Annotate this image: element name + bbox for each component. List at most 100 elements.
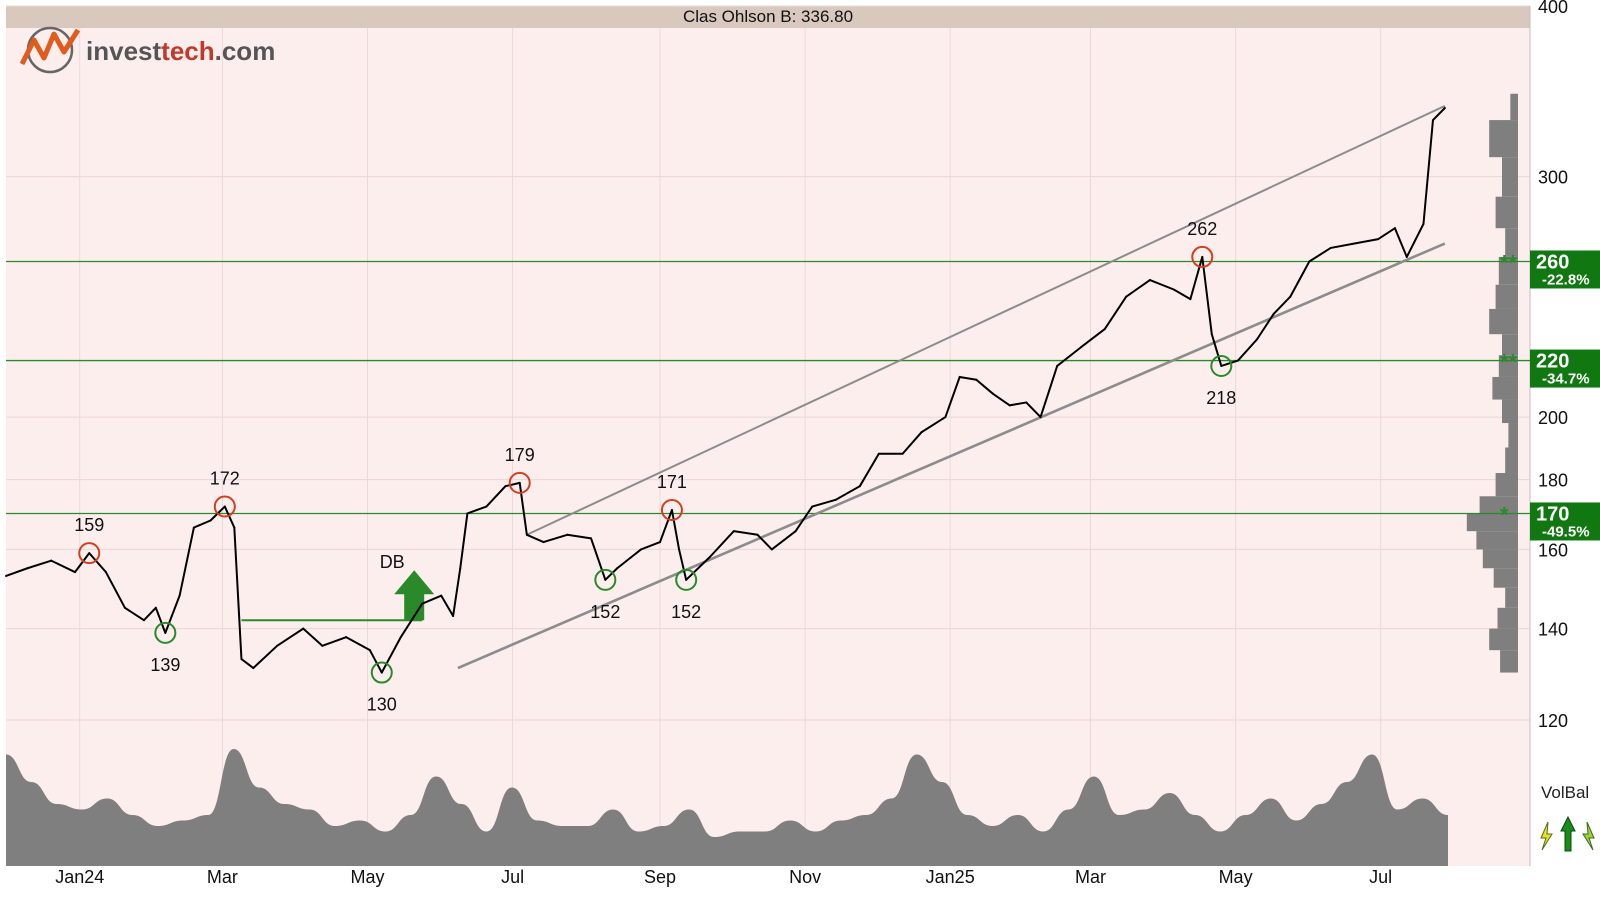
price-segment (276, 627, 305, 647)
price-segment (50, 559, 76, 574)
support-star-icon: * (1500, 502, 1509, 527)
bottom-marker (675, 568, 698, 591)
price-segment (421, 594, 443, 605)
price-segment (252, 644, 279, 670)
support-value-label: 220 (1536, 351, 1569, 373)
price-segment (142, 606, 157, 622)
volume-profile-bar (1466, 513, 1518, 532)
volume-profile-bar (1502, 399, 1518, 424)
support-star-icon: ** (1500, 350, 1518, 375)
top-value-label: 171 (657, 472, 687, 492)
support-value-label: 170 (1536, 503, 1569, 525)
logo-text-tech: tech (161, 36, 214, 66)
price-segment (192, 519, 212, 529)
price-segment (1422, 119, 1434, 225)
arrow-up-right-icon (1540, 821, 1553, 851)
volume-profile-bar (1479, 496, 1518, 514)
price-segment (1148, 279, 1175, 291)
price-segment (525, 533, 545, 544)
top-marker (78, 542, 101, 565)
double-bottom-pattern: DB (241, 552, 435, 622)
price-segment (1172, 288, 1192, 301)
volume-profile-bar (1489, 308, 1518, 335)
volume-profile-bar (1495, 284, 1518, 309)
arrow-up-left-icon (1582, 821, 1595, 851)
price-segment (1103, 295, 1128, 331)
x-tick-label: Sep (644, 867, 676, 887)
trend-channel (457, 104, 1446, 670)
y-tick-label: 120 (1538, 711, 1568, 731)
bottom-marker (594, 568, 617, 591)
price-segment (1201, 255, 1213, 336)
price-segment (1308, 246, 1332, 263)
volume-profile-bar (1505, 587, 1518, 608)
axes: 120 140 160 180 200 300 400 Jan24 Mar May Jul Sep No… (55, 0, 1568, 887)
price-segment (104, 571, 126, 609)
price-segment (459, 512, 469, 570)
top-value-label: 262 (1187, 219, 1217, 239)
volbal-label: VolBal (1541, 783, 1589, 802)
support-value-label: 260 (1536, 251, 1569, 273)
top-marker (508, 471, 531, 494)
price-segment (223, 505, 236, 529)
buy-arrow-icon (394, 570, 435, 621)
volume-profile-bar (1489, 628, 1518, 651)
volume-profile-bar (1497, 607, 1518, 629)
price-segment (566, 533, 593, 540)
volbal-arrows (1540, 815, 1595, 852)
logo-wordmark: investtech.com (86, 36, 275, 66)
price-segment (440, 594, 455, 618)
price-segment (321, 636, 348, 647)
price-segment (1353, 238, 1380, 245)
support-badge (1530, 250, 1600, 289)
volume-profile-bar (1489, 120, 1518, 158)
x-tick-label: Jul (501, 867, 524, 887)
price-segment (1255, 312, 1275, 341)
volume-profile-bar (1510, 93, 1518, 121)
top-value-label: 159 (74, 515, 104, 535)
y-tick-label: 140 (1538, 620, 1568, 640)
price-segment (920, 416, 947, 434)
price-segment (466, 505, 488, 515)
price-segment (1025, 401, 1042, 419)
y-tick-label: 200 (1538, 408, 1568, 428)
support-star-icon: ** (1500, 250, 1518, 275)
price-segment (88, 552, 107, 574)
price-segment (858, 452, 880, 488)
volume-profile-bar (1495, 473, 1518, 497)
bottom-value-label: 130 (367, 695, 397, 715)
price-segment (1377, 227, 1396, 241)
x-tick-label: Jan24 (55, 867, 104, 887)
price-segment (26, 559, 53, 570)
grid (6, 5, 1531, 866)
header-band (6, 6, 1530, 28)
y-tick-label: 160 (1538, 540, 1568, 560)
volume-profile-bar (1498, 256, 1518, 285)
price-segment (1125, 279, 1151, 298)
x-tick-label: Jan25 (926, 867, 975, 887)
price-segment (732, 530, 759, 536)
x-tick-label: May (1219, 867, 1253, 887)
price-segment (1272, 295, 1292, 315)
bottom-value-label: 218 (1206, 388, 1236, 408)
price-segment (678, 548, 688, 581)
price-segment (1220, 359, 1239, 367)
price-segment (240, 658, 255, 670)
price-segment (5, 567, 29, 577)
y-tick-label: 180 (1538, 471, 1568, 491)
price-segment (399, 602, 424, 639)
top-marker (660, 498, 683, 521)
top-marker (213, 495, 236, 518)
price-segment (811, 498, 838, 508)
x-tick-label: Nov (789, 867, 821, 887)
bottom-value-label: 152 (671, 602, 701, 622)
x-tick-label: Mar (207, 867, 238, 887)
logo-text-invest: invest (86, 36, 161, 66)
support-badge (1530, 349, 1600, 388)
price-segment (1329, 242, 1356, 249)
price-segment (1079, 328, 1106, 349)
price-segment (604, 567, 619, 581)
volume-profile-bar (1502, 157, 1518, 197)
price-segment (1210, 333, 1223, 367)
y-tick-label: 300 (1538, 168, 1568, 188)
